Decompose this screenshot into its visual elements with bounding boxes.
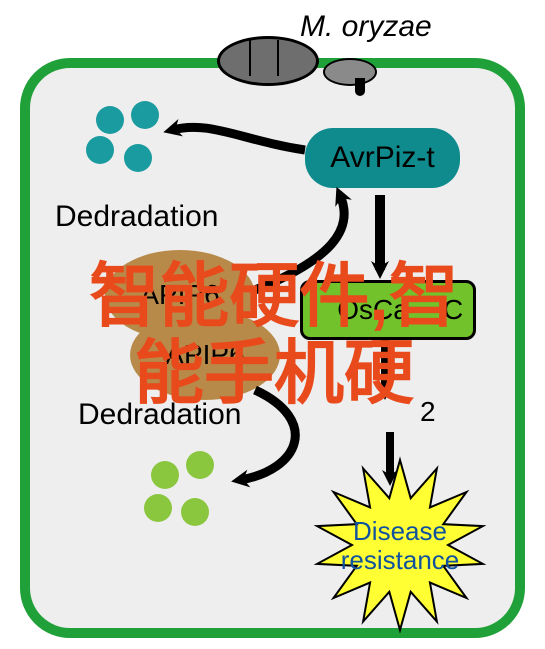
starburst-line2: resistance bbox=[315, 546, 485, 575]
arrow-apip-to-green bbox=[240, 390, 295, 480]
green-dot bbox=[186, 451, 214, 479]
green-dot bbox=[151, 461, 179, 489]
degradation-dot bbox=[131, 101, 159, 129]
green-dot bbox=[181, 498, 209, 526]
degradation-dot bbox=[86, 136, 114, 164]
starburst-line1: Disease bbox=[315, 517, 485, 546]
arrow-apip-to-avr bbox=[255, 195, 344, 290]
degradation-dot bbox=[96, 106, 124, 134]
green-dot bbox=[144, 494, 172, 522]
arrow-avr-to-dots bbox=[172, 127, 305, 150]
starburst-text: Disease resistance bbox=[315, 517, 485, 574]
degradation-dot bbox=[124, 144, 152, 172]
